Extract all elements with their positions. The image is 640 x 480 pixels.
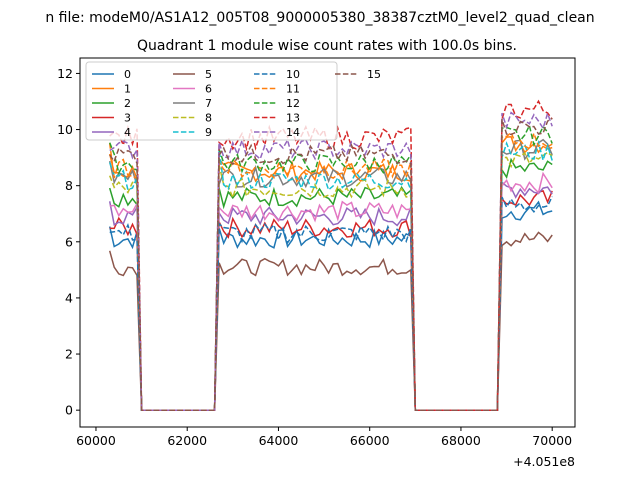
y-tick-label: 2	[65, 347, 73, 362]
x-axis: 60000 62000 64000 66000 68000 70000	[76, 427, 572, 448]
x-tick-label: 66000	[350, 433, 390, 448]
series-line-8	[109, 151, 553, 411]
chart-title: Quadrant 1 module wise count rates with …	[137, 38, 517, 54]
legend-label-5: 5	[205, 68, 212, 81]
series-line-3	[109, 190, 553, 411]
legend-label-6: 6	[205, 83, 212, 96]
legend-label-1: 1	[124, 83, 131, 96]
series-line-14	[109, 111, 553, 411]
y-tick-label: 8	[65, 178, 73, 193]
series-line-5	[108, 231, 553, 411]
chart-suptitle: n file: modeM0/AS1A12_005T08_9000005380_…	[45, 10, 594, 26]
legend-label-15: 15	[367, 68, 381, 81]
x-tick-label: 64000	[259, 433, 299, 448]
plot-frame	[79, 57, 576, 428]
x-tick-label: 60000	[76, 433, 116, 448]
legend-label-3: 3	[124, 112, 131, 125]
legend-label-10: 10	[286, 68, 300, 81]
series-layer	[108, 99, 553, 411]
legend-label-11: 11	[286, 83, 300, 96]
legend-label-0: 0	[124, 68, 131, 81]
x-tick-label: 62000	[167, 433, 207, 448]
series-line-15	[109, 117, 553, 411]
series-line-6	[109, 171, 553, 411]
legend-label-7: 7	[205, 97, 212, 110]
legend-label-14: 14	[286, 126, 300, 139]
legend-label-12: 12	[286, 97, 300, 110]
y-axis: 0 2 4 6 8 10 12	[57, 66, 80, 418]
legend-label-9: 9	[205, 126, 212, 139]
legend-label-13: 13	[286, 112, 300, 125]
legend-label-4: 4	[124, 126, 131, 139]
legend-label-8: 8	[205, 112, 212, 125]
legend-label-2: 2	[124, 97, 131, 110]
y-tick-label: 10	[57, 122, 73, 137]
x-offset-label: +4.051e8	[513, 454, 575, 469]
y-tick-label: 0	[65, 403, 73, 418]
y-tick-label: 12	[57, 66, 73, 81]
series-line-9	[108, 139, 553, 411]
y-tick-label: 6	[65, 234, 73, 249]
series-line-7	[108, 138, 553, 411]
y-tick-label: 4	[65, 290, 73, 305]
series-line-10	[109, 196, 553, 411]
series-line-4	[108, 180, 553, 411]
legend-box	[85, 61, 338, 141]
x-tick-label: 70000	[532, 433, 572, 448]
series-line-2	[108, 157, 553, 411]
x-tick-label: 68000	[441, 433, 481, 448]
